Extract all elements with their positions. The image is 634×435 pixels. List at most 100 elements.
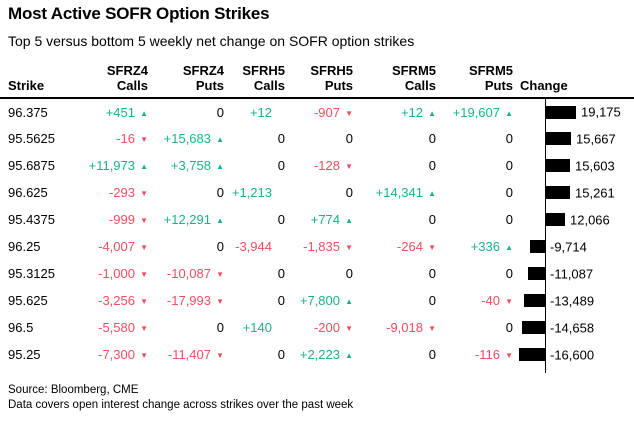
value-cell-sfrz4-calls: -16 ▼ — [58, 125, 148, 152]
up-arrow-icon: ▲ — [216, 216, 224, 225]
value-cell-sfrm5-calls: 0 — [353, 260, 436, 287]
value-cell-sfrz4-calls: -1,000 ▼ — [58, 260, 148, 287]
col-header-sfrm5-calls: SFRM5 Calls — [353, 63, 436, 98]
value-text: 0 — [428, 131, 436, 146]
value-cell-sfrm5-puts: +19,607 ▲ — [436, 98, 513, 125]
col-header-line1: SFRZ4 — [182, 63, 224, 78]
value-text: +12 — [249, 104, 272, 120]
value-text: 0 — [505, 185, 513, 200]
change-cell: -14,658 — [513, 314, 634, 341]
col-header-line2: Change — [520, 78, 568, 93]
value-text: -999 — [108, 212, 135, 227]
table-body: 96.375 +451 ▲ 0 +12 -907 ▼ +12 ▲ +19,607 ▲ 19,175 95… — [0, 98, 634, 368]
value-text: 0 — [428, 158, 436, 173]
value-cell-sfrz4-puts: 0 — [148, 233, 224, 260]
table-row: 95.5625 -16 ▼ +15,683 ▲ 0 0 0 0 15,667 — [0, 125, 634, 152]
down-arrow-icon: ▼ — [216, 297, 224, 306]
value-text: 0 — [216, 239, 224, 254]
up-arrow-icon: ▲ — [428, 108, 436, 118]
value-cell-sfrh5-puts: 0 — [285, 125, 353, 152]
down-arrow-icon: ▼ — [505, 297, 513, 306]
value-text: -4,007 — [98, 239, 135, 254]
col-header-line1: SFRZ4 — [106, 63, 148, 78]
value-text: +15,683 — [163, 131, 211, 146]
value-text: 0 — [216, 185, 224, 200]
value-text: 0 — [505, 212, 513, 227]
down-arrow-icon: ▼ — [345, 324, 353, 333]
value-cell-sfrm5-calls: -9,018 ▼ — [353, 314, 436, 341]
value-cell-sfrz4-calls: -3,256 ▼ — [58, 287, 148, 314]
down-arrow-icon: ▼ — [140, 324, 148, 333]
value-text: -5,580 — [98, 320, 135, 335]
value-cell-sfrz4-puts: -17,993 ▼ — [148, 287, 224, 314]
change-bar — [546, 106, 576, 119]
value-cell-sfrh5-calls: 0 — [224, 125, 285, 152]
col-header-line2: Puts — [324, 78, 353, 93]
down-arrow-icon: ▼ — [140, 135, 148, 144]
down-arrow-icon: ▼ — [345, 243, 353, 252]
down-arrow-icon: ▼ — [140, 351, 148, 360]
value-cell-sfrm5-calls: 0 — [353, 206, 436, 233]
value-text: +2,223 — [299, 347, 340, 362]
value-text: -128 — [313, 158, 340, 173]
table-row: 96.625 -293 ▼ 0 +1,213 0 +14,341 ▲ 0 15,261 — [0, 179, 634, 206]
col-header-line2: Puts — [484, 78, 513, 93]
value-text: +140 — [242, 320, 272, 335]
down-arrow-icon: ▼ — [505, 351, 513, 360]
value-cell-sfrm5-calls: -264 ▼ — [353, 233, 436, 260]
value-cell-sfrz4-calls: +451 ▲ — [58, 98, 148, 125]
value-cell-sfrz4-puts: 0 — [148, 179, 224, 206]
down-arrow-icon: ▼ — [140, 297, 148, 306]
up-arrow-icon: ▲ — [505, 243, 513, 252]
footer: Source: Bloomberg, CME Data covers open … — [8, 383, 634, 413]
value-text: 0 — [345, 131, 353, 146]
value-cell-sfrh5-calls: +12 — [224, 98, 285, 125]
change-axis-bottom — [0, 368, 634, 374]
up-arrow-icon: ▲ — [505, 108, 513, 118]
value-text: 0 — [428, 266, 436, 281]
change-value: -11,087 — [550, 266, 594, 281]
change-bar — [528, 267, 545, 280]
value-text: +336 — [470, 239, 500, 254]
value-cell-sfrz4-calls: +11,973 ▲ — [58, 152, 148, 179]
value-cell-sfrm5-puts: 0 — [436, 152, 513, 179]
value-cell-sfrz4-puts: +12,291 ▲ — [148, 206, 224, 233]
down-arrow-icon: ▼ — [345, 162, 353, 171]
value-cell-sfrh5-calls: -3,944 — [224, 233, 285, 260]
value-text: -3,944 — [235, 239, 272, 254]
value-text: 0 — [277, 158, 285, 173]
up-arrow-icon: ▲ — [345, 351, 353, 360]
value-cell-sfrm5-puts: 0 — [436, 314, 513, 341]
value-text: +1,213 — [231, 185, 272, 200]
change-bar — [522, 321, 545, 334]
down-arrow-icon: ▼ — [428, 243, 436, 252]
value-text: -293 — [108, 185, 135, 200]
value-cell-sfrh5-calls: 0 — [224, 287, 285, 314]
table-row: 95.6875 +11,973 ▲ +3,758 ▲ 0 -128 ▼ 0 0 15,603 — [0, 152, 634, 179]
value-text: 0 — [345, 185, 353, 200]
value-text: -3,256 — [98, 293, 135, 308]
strike-cell: 96.25 — [8, 239, 41, 254]
change-value: 15,261 — [575, 185, 615, 200]
value-cell-sfrz4-calls: -5,580 ▼ — [58, 314, 148, 341]
value-text: +14,341 — [375, 185, 423, 200]
value-cell-sfrh5-puts: -1,835 ▼ — [285, 233, 353, 260]
col-header-line1: SFRM5 — [391, 63, 436, 78]
down-arrow-icon: ▼ — [140, 189, 148, 198]
table-row: 95.3125 -1,000 ▼ -10,087 ▼ 0 0 0 0 -11,087 — [0, 260, 634, 287]
strike-cell: 95.5625 — [8, 131, 55, 146]
value-text: -17,993 — [166, 293, 211, 308]
value-text: +3,758 — [170, 158, 211, 173]
value-text: 0 — [216, 104, 224, 120]
value-text: 0 — [428, 347, 436, 362]
up-arrow-icon: ▲ — [345, 297, 353, 306]
strike-cell: 95.6875 — [8, 158, 55, 173]
col-header-sfrm5-puts: SFRM5 Puts — [436, 63, 513, 98]
strike-cell: 95.3125 — [8, 266, 55, 281]
change-cell: 19,175 — [513, 98, 634, 125]
table-row: 95.4375 -999 ▼ +12,291 ▲ 0 +774 ▲ 0 0 12,066 — [0, 206, 634, 233]
value-text: +451 — [105, 104, 135, 120]
col-header-line1: SFRM5 — [468, 63, 513, 78]
change-cell: -9,714 — [513, 233, 634, 260]
table-row: 96.5 -5,580 ▼ 0 +140 -200 ▼ -9,018 ▼ 0 -14,658 — [0, 314, 634, 341]
